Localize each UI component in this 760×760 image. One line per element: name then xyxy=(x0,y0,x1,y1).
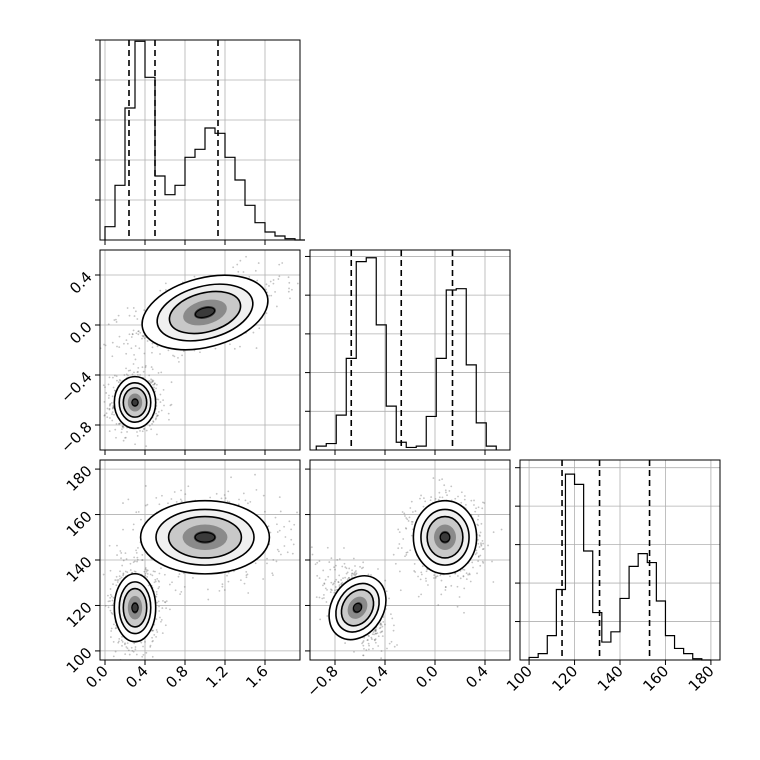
contour-line xyxy=(168,290,242,335)
contour-line xyxy=(139,499,271,575)
p0-vs-p1: −0.8 −0.4 0.0 0.4 xyxy=(57,249,301,456)
y-tick-label: 0.0 xyxy=(66,318,96,348)
contour-line xyxy=(439,531,451,543)
x-tick-label: 0.4 xyxy=(462,662,492,692)
contour-line xyxy=(156,283,254,342)
axes-frame xyxy=(99,39,301,241)
contour-line xyxy=(426,515,464,559)
contour-line xyxy=(335,582,380,633)
histogram-step xyxy=(315,257,497,450)
contour-line xyxy=(340,588,375,627)
contour-line xyxy=(194,306,216,319)
y-tick-label: 160 xyxy=(63,507,96,540)
histogram-step xyxy=(528,473,711,661)
y-tick-label: 0.4 xyxy=(66,268,96,298)
contour-line xyxy=(352,602,363,613)
y-tick-label: −0.4 xyxy=(57,368,95,406)
contour-line xyxy=(155,508,255,566)
contour-line xyxy=(141,274,269,351)
hist-p1 xyxy=(305,249,511,455)
contour-line xyxy=(412,499,478,575)
x-tick-label: 100 xyxy=(503,662,536,695)
axes-frame xyxy=(309,249,511,451)
contour-line xyxy=(113,572,157,643)
y-tick-label: 120 xyxy=(63,598,96,631)
x-tick-label: 0.0 xyxy=(412,662,442,692)
hist-p0 xyxy=(95,39,305,245)
contour-line xyxy=(328,575,387,641)
contour-line xyxy=(167,515,243,559)
y-tick-label: 140 xyxy=(63,553,96,586)
axes-frame xyxy=(99,249,301,451)
hist-p2: 100 120 140 160 180 xyxy=(503,459,721,695)
density-level xyxy=(193,530,217,544)
contour-line xyxy=(131,602,139,613)
contour-line xyxy=(118,581,152,635)
y-tick-label: −0.8 xyxy=(57,418,95,456)
x-tick-label: 1.6 xyxy=(242,662,272,692)
x-tick-label: 0.4 xyxy=(122,662,152,692)
contour-line xyxy=(113,375,157,430)
contour-line xyxy=(194,531,216,543)
x-tick-label: 0.8 xyxy=(162,662,192,692)
x-tick-label: −0.4 xyxy=(353,662,391,700)
x-tick-label: −0.8 xyxy=(303,662,341,700)
x-tick-label: 1.2 xyxy=(202,662,232,692)
x-tick-label: 0.0 xyxy=(82,662,112,692)
p1-vs-p2: −0.8 −0.4 0.0 0.4 xyxy=(303,459,511,701)
x-tick-label: 160 xyxy=(639,662,672,695)
contour-line xyxy=(118,382,152,423)
x-tick-label: 120 xyxy=(548,662,581,695)
x-tick-label: 140 xyxy=(594,662,627,695)
contour-line xyxy=(122,387,148,418)
density-level xyxy=(131,601,139,614)
histogram-step xyxy=(104,40,305,241)
y-tick-label: 180 xyxy=(63,462,96,495)
contour-line xyxy=(131,398,139,407)
x-tick-label: 180 xyxy=(685,662,718,695)
contour-line xyxy=(122,587,148,628)
contour-line xyxy=(420,508,470,566)
